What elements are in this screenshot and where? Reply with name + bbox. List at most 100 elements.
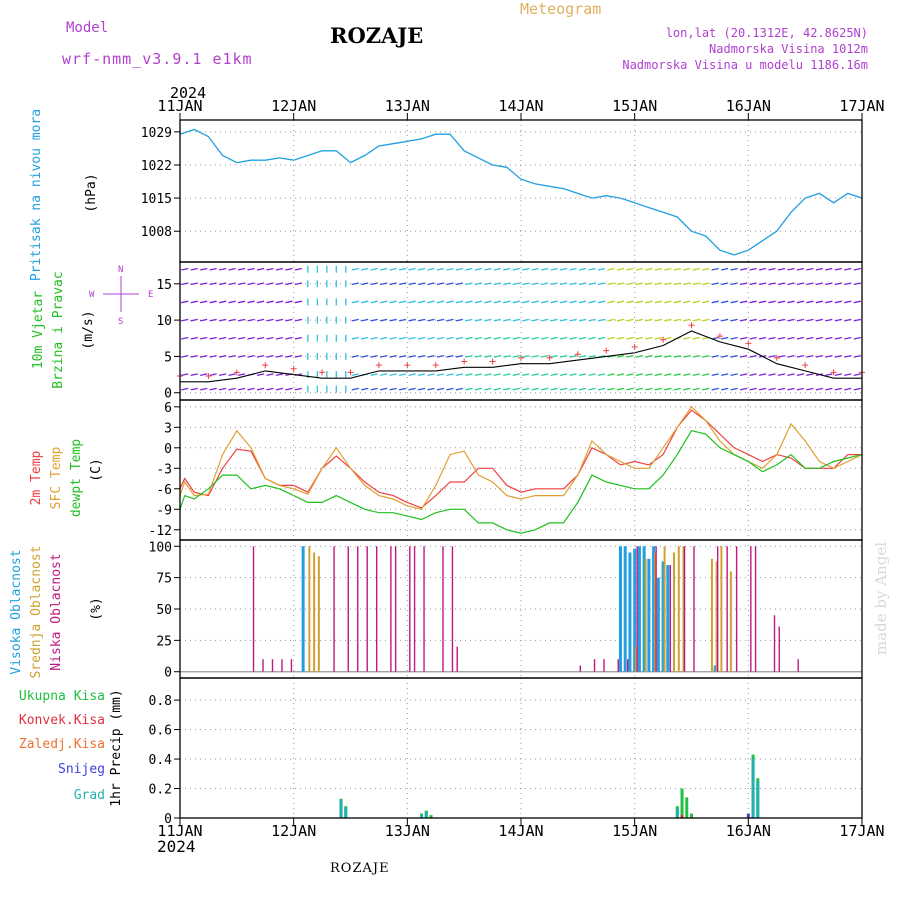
- wind-barb: [616, 267, 625, 271]
- wind-barb: [559, 373, 568, 376]
- wind-barb: [436, 267, 445, 271]
- x-tick-label-bottom: 15JAN: [612, 822, 657, 840]
- wind-barb: [247, 336, 255, 340]
- wind-barb: [673, 300, 681, 304]
- wind-barb: [844, 373, 852, 376]
- wind-gust-marker: [773, 354, 780, 361]
- wind-barb: [702, 355, 710, 358]
- wind-barb: [569, 282, 577, 286]
- wind-barb: [474, 387, 483, 391]
- wind-barb: [531, 318, 539, 322]
- wind-barb: [749, 387, 757, 391]
- pressure-tick-label: 1015: [141, 192, 172, 207]
- wind-barb: [645, 318, 653, 322]
- wind-barb: [834, 300, 842, 304]
- precip-total-bar: [685, 797, 689, 818]
- precip-total-bar: [429, 815, 433, 818]
- wind-barb: [256, 300, 265, 304]
- wind-barb: [474, 336, 483, 340]
- wind-barb: [825, 373, 833, 376]
- wind-barb: [474, 267, 483, 271]
- wind-barb: [503, 267, 511, 271]
- wind-barb: [446, 387, 454, 391]
- wind-barb: [408, 355, 416, 358]
- cloud-axis-title-high: Visoka Oblacnost: [9, 549, 24, 674]
- pressure-unit: (hPa): [84, 173, 99, 212]
- wind-barb: [408, 336, 416, 340]
- wind-barb: [834, 373, 842, 376]
- wind-barb: [474, 282, 483, 286]
- wind-barb: [398, 355, 407, 358]
- wind-barb: [380, 282, 388, 286]
- wind-barb: [616, 282, 625, 286]
- wind-barb: [484, 336, 492, 340]
- wind-barb: [389, 373, 397, 376]
- wind-barb: [398, 318, 407, 322]
- pressure-tick-label: 1008: [141, 225, 172, 240]
- wind-barb: [389, 318, 397, 322]
- x-tick-label-bottom: 17JAN: [839, 822, 884, 840]
- precip-grad-bar: [344, 807, 348, 818]
- wind-barb: [218, 373, 227, 376]
- wind-barb: [777, 318, 786, 322]
- wind-barb: [218, 336, 227, 340]
- wind-barb: [711, 387, 719, 391]
- wind-barb: [635, 336, 644, 340]
- wind-barb: [446, 300, 454, 304]
- wind-barb: [550, 336, 558, 340]
- wind-barb: [616, 387, 625, 391]
- wind-barb: [256, 318, 265, 322]
- wind-barb: [768, 318, 776, 322]
- wind-gust-marker: [205, 373, 212, 380]
- temp-tick-label: 3: [164, 421, 172, 436]
- temp-tick-label: -3: [156, 462, 172, 477]
- wind-barb: [417, 355, 426, 358]
- wind-barb: [825, 282, 833, 286]
- wind-barb: [626, 318, 634, 322]
- wind-barb: [749, 300, 757, 304]
- wind-barb: [181, 318, 189, 322]
- compass-e: E: [148, 290, 153, 300]
- wind-barb: [787, 267, 795, 271]
- wind-barb: [200, 267, 208, 271]
- wind-barb: [389, 267, 397, 271]
- wind-barb: [541, 300, 549, 304]
- wind-barb: [512, 336, 520, 340]
- wind-barb: [370, 336, 378, 340]
- wind-barb: [275, 282, 284, 286]
- wind-barb: [484, 373, 492, 376]
- wind-barb: [266, 282, 274, 286]
- wind-barb: [484, 282, 492, 286]
- coords-label: lon,lat (20.1312E, 42.8625N): [665, 26, 868, 40]
- wind-barb: [417, 336, 426, 340]
- wind-barb: [531, 282, 539, 286]
- wind-barb: [777, 336, 786, 340]
- wind-barb: [834, 336, 842, 340]
- wind-barb: [351, 267, 359, 271]
- wind-barb: [645, 336, 653, 340]
- wind-barb: [361, 318, 369, 322]
- wind-barb: [512, 282, 520, 286]
- wind-barb: [673, 318, 681, 322]
- wind-barb: [266, 300, 274, 304]
- wind-barb: [664, 267, 672, 271]
- wind-barb: [683, 387, 691, 391]
- wind-barb: [370, 282, 378, 286]
- wind-barb: [512, 300, 520, 304]
- year-bottom: 2024: [157, 837, 196, 856]
- precip-tick-label: 0.4: [149, 753, 173, 768]
- wind-barb: [692, 282, 700, 286]
- wind-barb: [436, 387, 445, 391]
- wind-barb: [626, 373, 634, 376]
- wind-barb: [351, 282, 359, 286]
- wind-barb: [294, 300, 303, 304]
- wind-barb: [275, 355, 284, 358]
- wind-barb: [550, 282, 558, 286]
- wind-barb: [645, 373, 653, 376]
- wind-barb: [654, 267, 662, 271]
- wind-barb: [484, 355, 492, 358]
- wind-barb: [200, 300, 208, 304]
- x-tick-label-top: 17JAN: [839, 97, 884, 115]
- wind-unit: (m/s): [81, 310, 96, 349]
- wind-barb: [844, 282, 852, 286]
